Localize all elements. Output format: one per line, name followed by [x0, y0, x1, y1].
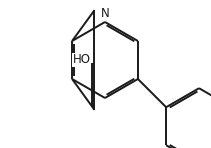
Text: N: N — [101, 7, 109, 20]
Text: HO: HO — [73, 53, 91, 66]
